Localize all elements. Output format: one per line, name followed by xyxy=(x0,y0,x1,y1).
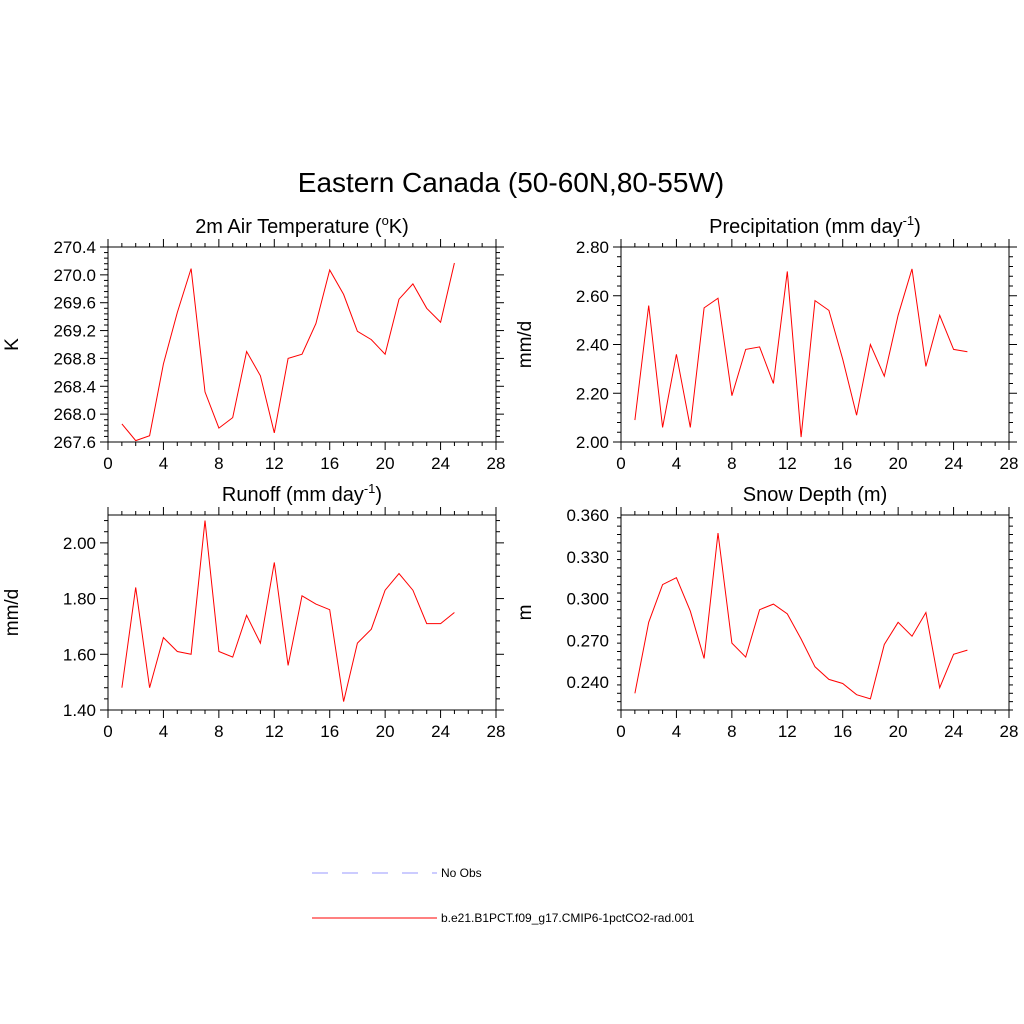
y-tick-label: 0.360 xyxy=(566,506,609,525)
x-tick-label: 20 xyxy=(376,722,395,741)
x-tick-label: 28 xyxy=(1000,722,1019,741)
x-tick-label: 12 xyxy=(265,454,284,473)
panel-snow-depth: Snow Depth (m) m 0 4 8 12 16 20 24 28 0.240 0.270 0.… xyxy=(515,484,1018,741)
series-line-precipitation xyxy=(634,268,968,438)
x-tick-label: 16 xyxy=(833,454,852,473)
panel-title-end: ) xyxy=(375,484,382,506)
y-tick-label: 270.4 xyxy=(53,238,96,257)
legend: No Obs b.e21.B1PCT.f09_g17.CMIP6-1pctCO2… xyxy=(312,866,695,925)
y-tick-label: 0.240 xyxy=(566,673,609,692)
panel-precipitation: Precipitation (mm day-1) mm/d 0 4 8 12 16 20 24 2… xyxy=(515,213,1018,473)
x-tick-label: 8 xyxy=(214,722,223,741)
plot-frame xyxy=(620,514,1010,711)
panel-title-air-temperature: 2m Air Temperature (oK) xyxy=(195,213,409,238)
series-line-snow-depth xyxy=(634,533,968,700)
panel-title-text: Snow Depth (m) xyxy=(743,484,888,506)
panel-title-superscript: -1 xyxy=(903,213,915,228)
y-tick-label: 1.80 xyxy=(63,590,96,609)
figure-title: Eastern Canada (50-60N,80-55W) xyxy=(298,167,724,198)
x-tick-label: 16 xyxy=(320,454,339,473)
plot-frame xyxy=(620,246,1010,443)
x-tick-label: 20 xyxy=(889,722,908,741)
plot-frame xyxy=(107,514,497,711)
y-tick-label: 1.40 xyxy=(63,701,96,720)
x-tick-label: 12 xyxy=(778,722,797,741)
x-tick-label: 8 xyxy=(727,722,736,741)
series-line-air-temperature xyxy=(121,262,455,442)
x-tick-label: 28 xyxy=(1000,454,1019,473)
x-tick-label: 16 xyxy=(833,722,852,741)
panel-title-text: Precipitation (mm day xyxy=(709,216,902,238)
x-tick-label: 24 xyxy=(431,722,450,741)
y-tick-label: 268.8 xyxy=(53,349,96,368)
x-tick-label: 20 xyxy=(889,454,908,473)
panel-title-text: 2m Air Temperature ( xyxy=(195,216,382,238)
y-tick-label: 0.300 xyxy=(566,590,609,609)
x-tick-label: 24 xyxy=(944,454,963,473)
panel-title-precipitation: Precipitation (mm day-1) xyxy=(709,213,921,238)
panel-air-temperature: 2m Air Temperature (oK) K 0 4 8 12 16 20 24 28 267… xyxy=(2,213,505,473)
x-tick-label: 0 xyxy=(616,722,625,741)
x-tick-label: 28 xyxy=(487,454,506,473)
x-tick-label: 8 xyxy=(214,454,223,473)
x-tick-label: 0 xyxy=(103,722,112,741)
x-tick-label: 0 xyxy=(103,454,112,473)
x-tick-label: 0 xyxy=(616,454,625,473)
y-tick-label: 1.60 xyxy=(63,645,96,664)
panel-title-snow-depth: Snow Depth (m) xyxy=(743,484,888,506)
panel-title-superscript: o xyxy=(382,213,389,228)
panel-runoff: Runoff (mm day-1) mm/d 0 4 8 12 16 20 24 28 1.40 1.… xyxy=(2,481,505,741)
x-tick-label: 16 xyxy=(320,722,339,741)
x-tick-label: 12 xyxy=(265,722,284,741)
x-tick-label: 24 xyxy=(944,722,963,741)
x-tick-label: 4 xyxy=(159,722,168,741)
series-line-runoff xyxy=(121,520,455,702)
x-tick-label: 4 xyxy=(672,454,681,473)
x-tick-label: 8 xyxy=(727,454,736,473)
panel-title-end: K) xyxy=(389,216,409,238)
x-tick-label: 4 xyxy=(159,454,168,473)
y-axis-label-precipitation: mm/d xyxy=(515,321,536,369)
y-tick-label: 2.20 xyxy=(576,384,609,403)
x-tick-label: 12 xyxy=(778,454,797,473)
chart-panels: 2m Air Temperature (oK) K 0 4 8 12 16 20 24 28 267… xyxy=(2,213,1018,741)
legend-label-no-obs: No Obs xyxy=(441,866,482,880)
panel-title-runoff: Runoff (mm day-1) xyxy=(222,481,382,506)
y-tick-label: 2.80 xyxy=(576,238,609,257)
panel-title-superscript: -1 xyxy=(364,481,376,496)
y-axis-label-snow-depth: m xyxy=(515,605,536,621)
y-tick-label: 2.60 xyxy=(576,287,609,306)
y-tick-label: 269.6 xyxy=(53,294,96,313)
y-tick-label: 269.2 xyxy=(53,322,96,341)
panel-title-end: ) xyxy=(914,216,921,238)
x-tick-label: 20 xyxy=(376,454,395,473)
y-tick-label: 267.6 xyxy=(53,433,96,452)
y-tick-label: 0.330 xyxy=(566,548,609,567)
y-tick-label: 268.0 xyxy=(53,405,96,424)
y-tick-label: 2.00 xyxy=(63,534,96,553)
y-tick-label: 0.270 xyxy=(566,631,609,650)
y-tick-label: 2.00 xyxy=(576,433,609,452)
plot-frame xyxy=(107,246,497,443)
x-tick-label: 24 xyxy=(431,454,450,473)
y-axis-label-air-temperature: K xyxy=(2,338,23,351)
y-tick-label: 268.4 xyxy=(53,377,96,396)
legend-label-model: b.e21.B1PCT.f09_g17.CMIP6-1pctCO2-rad.00… xyxy=(441,911,695,925)
y-tick-label: 2.40 xyxy=(576,336,609,355)
y-tick-label: 270.0 xyxy=(53,266,96,285)
x-tick-label: 4 xyxy=(672,722,681,741)
panel-title-text: Runoff (mm day xyxy=(222,484,364,506)
x-tick-label: 28 xyxy=(487,722,506,741)
y-axis-label-runoff: mm/d xyxy=(2,589,23,637)
